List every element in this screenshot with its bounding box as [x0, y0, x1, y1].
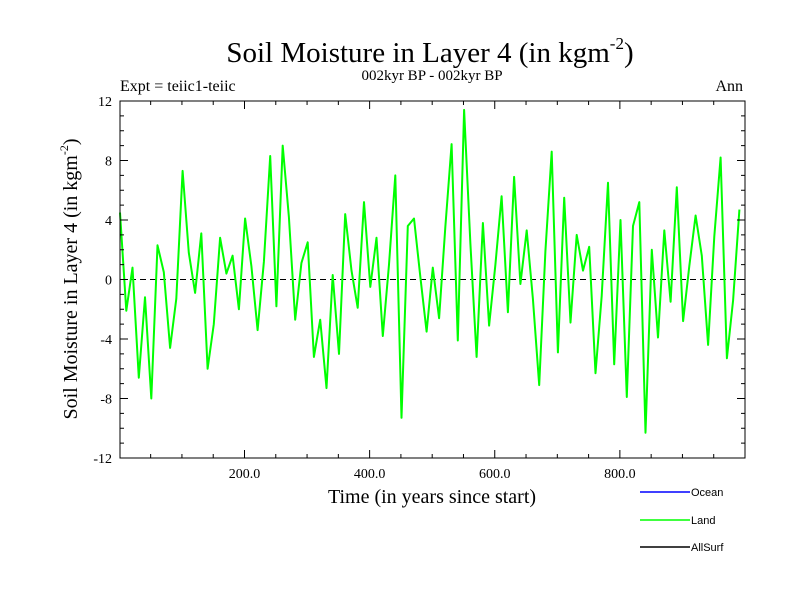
y-axis-label: Soil Moisture in Layer 4 (in kgm-2) [57, 138, 82, 419]
plot-area [119, 108, 745, 434]
expt-label: Expt = teiic1-teiic [120, 78, 236, 95]
y-tick-label: 8 [105, 155, 112, 170]
x-tick-label: 200.0 [229, 467, 261, 482]
y-tick-label: -8 [100, 393, 112, 408]
chart-subtitle: 002kyr BP - 002kyr BP [361, 68, 502, 84]
y-tick-label: -12 [93, 452, 112, 467]
legend-label-ocean: Ocean [691, 487, 723, 499]
y-axis-label-superscript: -2 [57, 145, 71, 155]
x-tick-label: 800.0 [604, 467, 636, 482]
season-label: Ann [715, 78, 743, 95]
series-line-land [119, 108, 741, 434]
legend: Ocean Land AllSurf [640, 487, 724, 554]
y-tick-label: 12 [98, 95, 112, 110]
y-tick-label: -4 [100, 333, 112, 348]
y-tick-label: 0 [105, 274, 112, 289]
axes: -12 -8 -4 0 4 8 12 200.0 400.0 600.0 800.0 [93, 95, 745, 482]
x-tick-label: 400.0 [354, 467, 386, 482]
chart-title-superscript: -2 [610, 34, 624, 53]
y-axis-label-close: ) [60, 138, 82, 145]
chart-title: Soil Moisture in Layer 4 (in kgm-2) [226, 34, 633, 69]
x-tick-label: 600.0 [479, 467, 511, 482]
x-axis-label: Time (in years since start) [328, 486, 536, 508]
y-tick-label: 4 [105, 214, 112, 229]
legend-label-allsurf: AllSurf [691, 542, 724, 554]
legend-label-land: Land [691, 515, 715, 527]
chart-title-close: ) [624, 37, 634, 69]
